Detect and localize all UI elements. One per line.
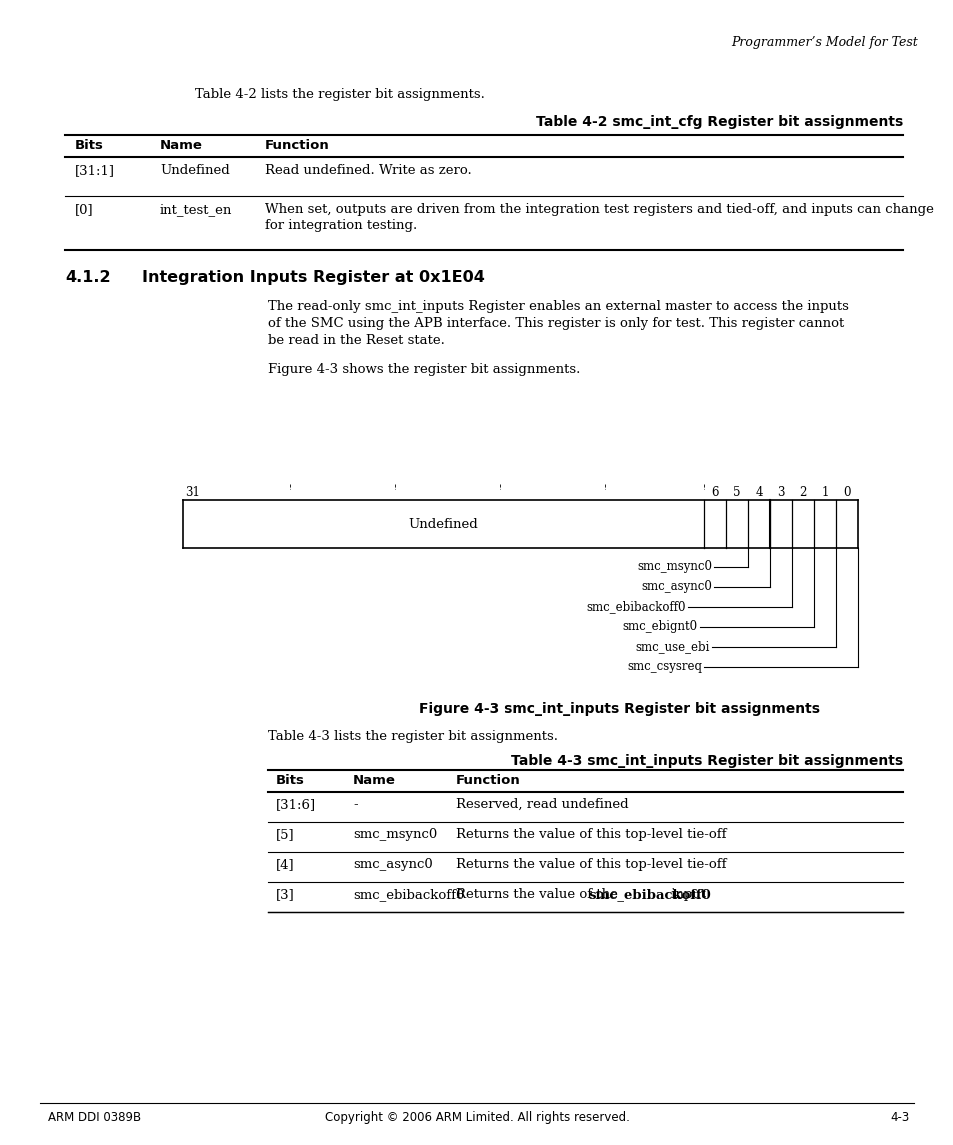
Text: [31:1]: [31:1] [75,164,115,177]
Text: Table 4-3 smc_int_inputs Register bit assignments: Table 4-3 smc_int_inputs Register bit as… [511,755,902,768]
Text: Programmer’s Model for Test: Programmer’s Model for Test [731,35,917,49]
Text: Name: Name [353,774,395,787]
Text: Copyright © 2006 ARM Limited. All rights reserved.: Copyright © 2006 ARM Limited. All rights… [324,1111,629,1124]
Text: The read-only smc_int_inputs Register enables an external master to access the i: The read-only smc_int_inputs Register en… [268,300,848,313]
Text: Integration Inputs Register at 0x1E04: Integration Inputs Register at 0x1E04 [142,270,484,285]
Text: Bits: Bits [275,774,305,787]
Text: input: input [666,889,705,901]
Text: Figure 4-3 smc_int_inputs Register bit assignments: Figure 4-3 smc_int_inputs Register bit a… [419,702,820,716]
Text: Read undefined. Write as zero.: Read undefined. Write as zero. [265,164,471,177]
Text: smc_csysreq: smc_csysreq [626,660,701,673]
Text: Returns the value of this top-level tie-off: Returns the value of this top-level tie-… [456,828,726,840]
Text: int_test_en: int_test_en [160,203,233,216]
Text: 6: 6 [711,485,718,499]
Text: Function: Function [456,774,520,787]
Text: Undefined: Undefined [160,164,230,177]
Text: smc_async0: smc_async0 [353,858,433,871]
Text: smc_msync0: smc_msync0 [637,560,711,572]
Text: Figure 4-3 shows the register bit assignments.: Figure 4-3 shows the register bit assign… [268,363,579,376]
Text: 5: 5 [733,485,740,499]
Text: smc_ebibackoff0: smc_ebibackoff0 [586,600,685,613]
Text: Table 4-3 lists the register bit assignments.: Table 4-3 lists the register bit assignm… [268,731,558,743]
Text: When set, outputs are driven from the integration test registers and tied-off, a: When set, outputs are driven from the in… [265,203,933,216]
Text: 31: 31 [185,485,200,499]
Text: for integration testing.: for integration testing. [265,219,416,232]
Text: of the SMC using the APB interface. This register is only for test. This registe: of the SMC using the APB interface. This… [268,317,843,330]
Text: [5]: [5] [275,828,294,840]
Text: Bits: Bits [75,139,104,152]
Text: [0]: [0] [75,203,93,216]
Text: smc_ebibackoff0: smc_ebibackoff0 [353,889,464,901]
Text: Table 4-2 lists the register bit assignments.: Table 4-2 lists the register bit assignm… [194,88,484,101]
Text: 4-3: 4-3 [890,1111,909,1124]
Text: be read in the Reset state.: be read in the Reset state. [268,334,444,347]
Text: 3: 3 [777,485,784,499]
Text: Returns the value of the: Returns the value of the [456,889,621,901]
Text: 0: 0 [842,485,850,499]
Text: -: - [353,798,357,811]
Text: [4]: [4] [275,858,294,871]
Text: ARM DDI 0389B: ARM DDI 0389B [48,1111,141,1124]
Text: Function: Function [265,139,330,152]
Text: smc_msync0: smc_msync0 [353,828,436,840]
Text: 2: 2 [799,485,806,499]
Text: Table 4-2 smc_int_cfg Register bit assignments: Table 4-2 smc_int_cfg Register bit assig… [536,114,902,129]
Text: Reserved, read undefined: Reserved, read undefined [456,798,628,811]
Text: smc_async0: smc_async0 [640,581,711,593]
Text: smc_use_ebi: smc_use_ebi [635,640,709,653]
Text: 4.1.2: 4.1.2 [65,270,111,285]
Text: Returns the value of this top-level tie-off: Returns the value of this top-level tie-… [456,858,726,871]
Text: smc_ebibackoff0: smc_ebibackoff0 [587,889,710,901]
Text: Name: Name [160,139,203,152]
Text: 4: 4 [755,485,762,499]
Text: 1: 1 [821,485,828,499]
Text: smc_ebignt0: smc_ebignt0 [622,619,698,633]
Text: Undefined: Undefined [408,518,477,530]
Text: [31:6]: [31:6] [275,798,315,811]
Text: [3]: [3] [275,889,294,901]
